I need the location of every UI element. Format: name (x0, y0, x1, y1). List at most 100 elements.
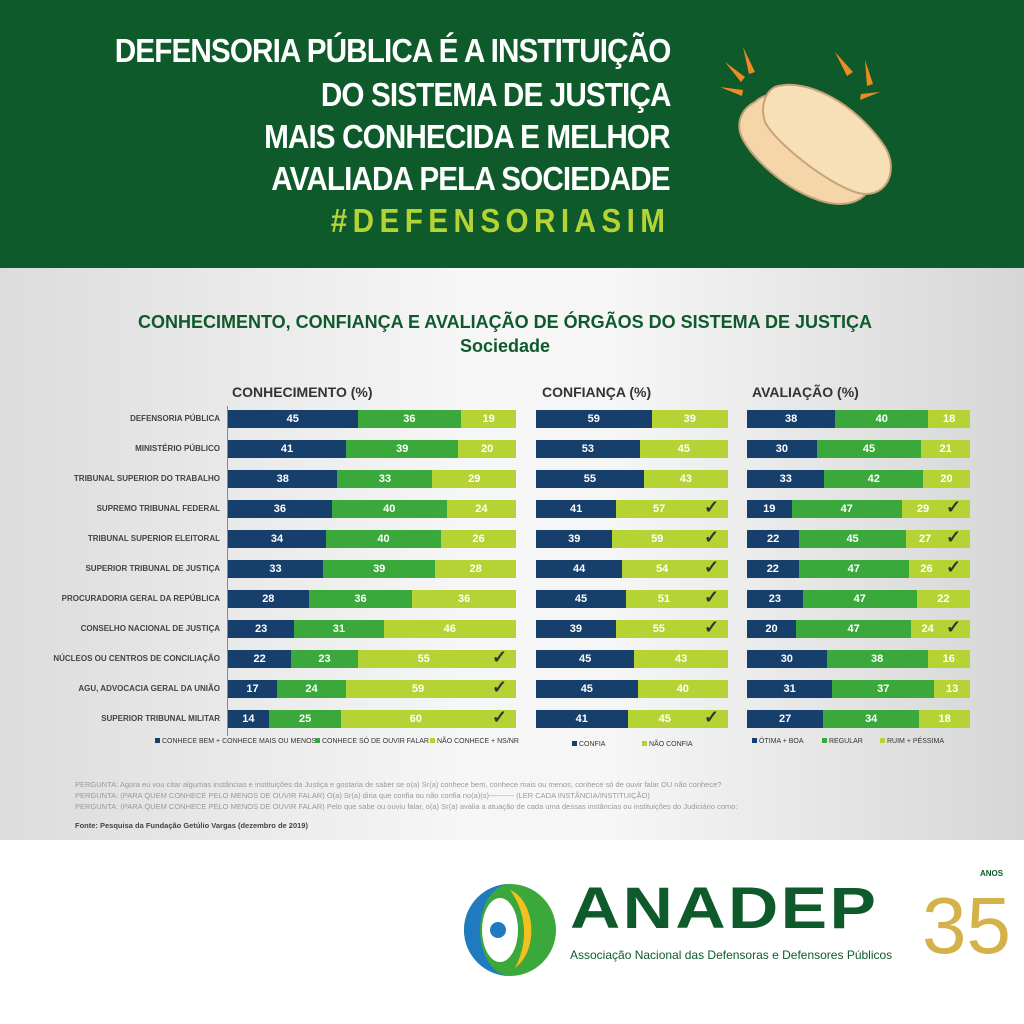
legend-label: NÃO CONHECE + NS/NR (437, 738, 519, 745)
bar-segment: 22 (747, 560, 799, 578)
bar-segment: 30 (747, 650, 827, 668)
bar-value-label: 18 (942, 413, 956, 425)
checkmark-icon: ✓ (492, 677, 508, 697)
bar-value-label: 39 (396, 443, 409, 455)
bar-segment: 59 (346, 680, 516, 698)
legend-label: CONHECE BEM + CONHECE MAIS OU MENOS (162, 738, 317, 745)
bar-segment: 55 (357, 650, 516, 668)
bar-segment: 25 (268, 710, 342, 728)
checkmark-icon: ✓ (704, 707, 720, 727)
bar-value-label: 39 (683, 413, 696, 425)
bar-segment: 34 (228, 530, 326, 548)
bar-value-label: 33 (269, 563, 282, 575)
legend-item: REGULAR (822, 738, 863, 745)
chart-subtitle: Sociedade (459, 336, 551, 356)
row-label: SUPERIOR TRIBUNAL MILITAR (101, 714, 220, 723)
bar-segment: 33 (337, 470, 433, 488)
bar-segment: 39 (323, 560, 436, 578)
row-label: PROCURADORIA GERAL DA REPÚBLICA (61, 594, 220, 603)
bar-segment: 36 (308, 590, 413, 608)
bar-segment: 24 (911, 620, 970, 638)
bar-value-label: 25 (298, 713, 312, 725)
bar-value-label: 24 (921, 623, 934, 635)
legend-item: CONFIA (572, 741, 605, 748)
bar-value-label: 40 (676, 683, 689, 695)
bar-segment: 29 (901, 500, 970, 518)
bar-segment: 40 (835, 410, 929, 428)
checkmark-icon: ✓ (946, 497, 962, 517)
bar-value-label: 43 (679, 473, 692, 485)
legend-label: ÓTIMA + BOA (759, 738, 804, 745)
bar-segment: 43 (643, 470, 728, 488)
bar-value-label: 40 (875, 413, 888, 425)
checkmark-icon: ✓ (704, 617, 720, 637)
bar-value-label: 14 (242, 713, 255, 725)
bar-value-label: 31 (783, 683, 796, 695)
section-title-avaliacao: AVALIAÇÃO (%) (752, 384, 859, 400)
bar-value-label: 23 (254, 623, 268, 635)
bar-segment: 33 (747, 470, 825, 488)
bar-segment: 45 (536, 680, 638, 698)
bar-value-label: 47 (853, 593, 866, 605)
hashtag: #DEFENSORIASIM (330, 202, 670, 239)
bar-value-label: 21 (939, 443, 952, 455)
checkmark-icon: ✓ (704, 557, 720, 577)
bar-value-label: 53 (581, 443, 595, 455)
bar-segment: 55 (536, 470, 644, 488)
bar-segment: 14 (228, 710, 269, 728)
checkmark-icon: ✓ (492, 647, 508, 667)
bar-value-label: 47 (847, 563, 860, 575)
bar-segment: 17 (228, 680, 277, 698)
bar-value-label: 20 (765, 623, 778, 635)
section-title-confianca: CONFIANÇA (%) (542, 384, 652, 400)
row-label: NÚCLEOS OU CENTROS DE CONCILIAÇÃO (53, 654, 220, 663)
bar-value-label: 57 (653, 503, 666, 515)
bar-segment: 60 (341, 710, 516, 728)
row-label: TRIBUNAL SUPERIOR DO TRABALHO (73, 474, 220, 483)
bar-value-label: 23 (318, 653, 331, 665)
bar-value-label: 19 (482, 413, 495, 425)
bar-value-label: 60 (409, 713, 422, 725)
bar-segment: 23 (228, 620, 295, 638)
legend-item: RUIM + PÉSSIMA (880, 738, 944, 745)
bar-segment: 45 (536, 590, 626, 608)
bar-segment: 39 (346, 440, 459, 458)
legend-swatch (642, 741, 647, 746)
bar-value-label: 45 (578, 653, 592, 665)
bar-value-label: 24 (475, 503, 488, 515)
bar-value-label: 46 (443, 623, 456, 635)
bar-segment: 57 (616, 500, 728, 518)
legend-label: NÃO CONFIA (649, 741, 693, 748)
bar-segment: 20 (923, 470, 970, 488)
bar-value-label: 39 (568, 533, 581, 545)
bar-value-label: 38 (785, 413, 798, 425)
legend-swatch (752, 738, 757, 743)
bar-value-label: 55 (417, 653, 430, 665)
bar-value-label: 38 (276, 473, 289, 485)
bar-segment: 40 (637, 680, 728, 698)
bar-segment: 23 (747, 590, 803, 608)
bar-segment: 45 (536, 650, 635, 668)
bar-segment: 47 (791, 500, 902, 518)
bar-segment: 54 (622, 560, 728, 578)
bar-value-label: 29 (916, 503, 930, 515)
legend-label: REGULAR (829, 738, 863, 745)
bar-segment: 51 (626, 590, 728, 608)
bar-segment: 39 (651, 410, 728, 428)
bar-value-label: 26 (920, 563, 933, 575)
checkmark-icon: ✓ (492, 707, 508, 727)
bar-segment: 59 (612, 530, 728, 548)
bar-value-label: 41 (280, 443, 294, 455)
legend-label: CONHECE SÓ DE OUVIR FALAR (322, 738, 429, 745)
bar-segment: 18 (919, 710, 970, 728)
question-note: PERGUNTA: (PARA QUEM CONHECE PELO MENOS … (75, 802, 738, 811)
clapping-hands-icon (720, 47, 892, 205)
bar-value-label: 38 (870, 653, 884, 665)
bar-segment: 38 (747, 410, 836, 428)
bar-value-label: 40 (383, 503, 396, 515)
bar-segment: 59 (536, 410, 652, 428)
bar-segment: 28 (228, 590, 309, 608)
checkmark-icon: ✓ (704, 587, 720, 607)
bar-segment: 26 (908, 560, 970, 578)
bar-value-label: 45 (677, 443, 691, 455)
